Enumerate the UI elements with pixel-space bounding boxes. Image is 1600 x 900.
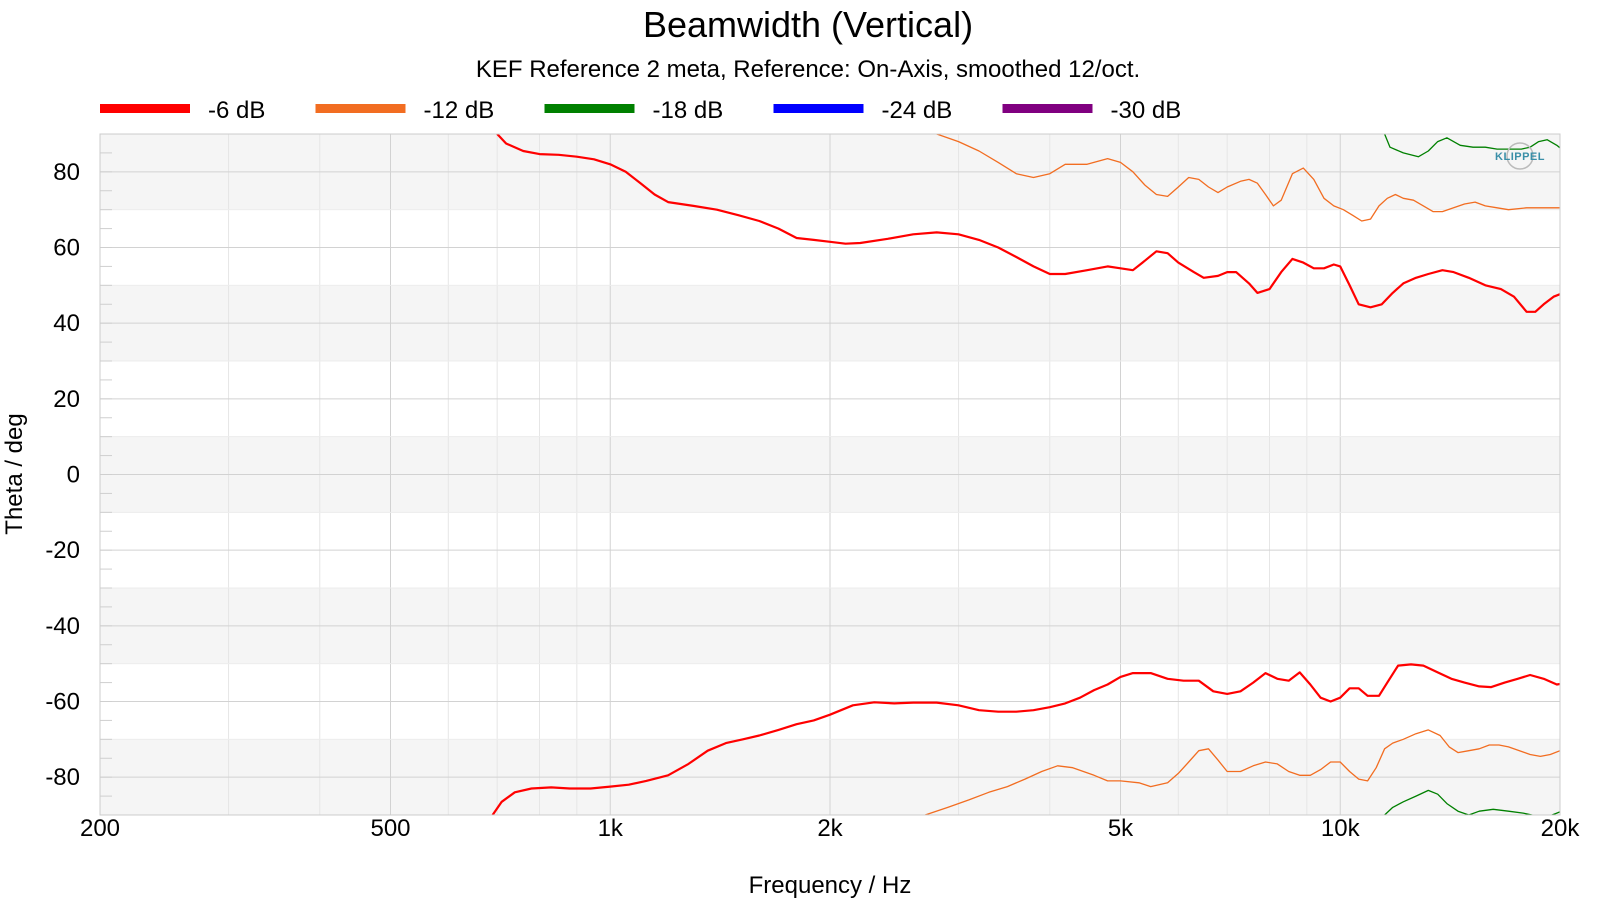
- series-line-0-0: [496, 134, 1560, 313]
- legend-item: -6 dB: [100, 97, 265, 124]
- y-tick-label: 80: [53, 159, 80, 186]
- legend-swatch: [1002, 104, 1093, 113]
- logo-text: KLIPPEL: [1495, 151, 1545, 163]
- y-axis-ticks: 80 60 40 20 0 -20 -40 -60 -80: [45, 159, 80, 791]
- legend-label: -30 dB: [1111, 97, 1182, 124]
- legend-item: -12 dB: [315, 97, 495, 124]
- series-line-2-0: [1383, 134, 1560, 158]
- x-tick-label: 200: [80, 815, 120, 842]
- legend: -6 dB -12 dB -18 dB -24 dB -30 dB: [100, 97, 1181, 124]
- legend-item: -24 dB: [773, 97, 953, 124]
- y-tick-label: -80: [45, 764, 80, 791]
- legend-swatch: [544, 104, 635, 113]
- logo-circle: [1506, 142, 1534, 170]
- y-tick-label: -20: [45, 537, 80, 564]
- klippel-logo: KLIPPEL: [1495, 142, 1545, 170]
- legend-swatch: [315, 104, 406, 113]
- x-tick-label: 2k: [817, 815, 843, 842]
- y-tick-label: 0: [67, 462, 80, 489]
- y-tick-label: 20: [53, 386, 80, 413]
- chart-subtitle: KEF Reference 2 meta, Reference: On-Axis…: [476, 56, 1140, 83]
- x-axis-label: Frequency / Hz: [749, 872, 912, 899]
- x-tick-label: 5k: [1108, 815, 1134, 842]
- y-axis-label: Theta / deg: [1, 413, 28, 534]
- series-line-1-0: [936, 134, 1560, 222]
- legend-label: -18 dB: [653, 97, 724, 124]
- series-line-0-1: [491, 663, 1560, 815]
- legend-label: -6 dB: [208, 97, 265, 124]
- y-tick-label: -40: [45, 613, 80, 640]
- y-tick-label: 40: [53, 310, 80, 337]
- legend-item: -30 dB: [1002, 97, 1182, 124]
- x-axis-ticks: 200 500 1k 2k 5k 10k 20k: [80, 815, 1580, 842]
- y-tick-label: -60: [45, 689, 80, 716]
- x-tick-label: 10k: [1321, 815, 1361, 842]
- legend-swatch: [100, 104, 190, 113]
- y-tick-label: 60: [53, 235, 80, 262]
- x-tick-label: 20k: [1541, 815, 1581, 842]
- legend-swatch: [773, 104, 864, 113]
- chart-title: Beamwidth (Vertical): [643, 4, 973, 45]
- legend-item: -18 dB: [544, 97, 724, 124]
- plot-frame: [99, 133, 1561, 816]
- legend-label: -24 dB: [882, 97, 953, 124]
- legend-label: -12 dB: [424, 97, 495, 124]
- series-line-1-1: [924, 729, 1560, 815]
- x-tick-label: 500: [370, 815, 410, 842]
- x-tick-label: 1k: [598, 815, 624, 842]
